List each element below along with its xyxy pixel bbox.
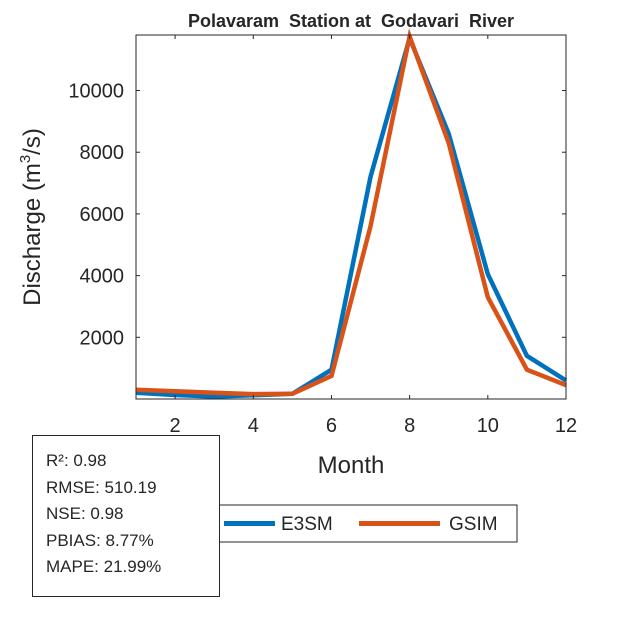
y-axis-label-sup: 3 [17, 155, 34, 163]
x-axis-label: Month [318, 452, 385, 479]
plot-area-frame [135, 34, 567, 400]
y-tick-label: 8000 [80, 142, 125, 164]
y-tick-label: 6000 [80, 204, 125, 226]
x-tick-label: 10 [477, 415, 499, 437]
chart-title: Polavaram Station at Godavari River [188, 11, 514, 31]
plot-lines [135, 28, 568, 399]
legend-label-e3sm: E3SM [281, 514, 333, 535]
series-line-e3sm [135, 31, 568, 399]
x-tick-label: 4 [248, 415, 259, 437]
x-tick-label: 12 [555, 415, 577, 437]
y-tick-label: 2000 [80, 327, 125, 349]
stat-rmse: RMSE: 510.19 [46, 477, 157, 497]
axis-ticks: 2 4 6 8 10 12 2000 4000 6000 8000 10000 [68, 35, 577, 437]
y-axis-label: Discharge (m3/s) [17, 128, 46, 306]
series-line-gsim [135, 28, 567, 397]
statistics-box: R²: 0.98 RMSE: 510.19 NSE: 0.98 PBIAS: 8… [32, 435, 220, 597]
y-axis-label-end: /s) [19, 128, 46, 155]
stat-mape: MAPE: 21.99% [46, 557, 162, 576]
stat-pbias: PBIAS: 8.77% [46, 530, 154, 550]
legend-label-gsim: GSIM [449, 514, 498, 535]
stat-r2: R²: 0.98 [46, 451, 107, 470]
y-tick-label: 10000 [68, 81, 124, 103]
x-tick-label: 6 [326, 415, 337, 437]
y-axis-label-main: Discharge (m [19, 163, 46, 306]
x-tick-label: 8 [404, 415, 415, 437]
stat-nse: NSE: 0.98 [46, 504, 124, 523]
x-tick-label: 2 [170, 415, 181, 437]
y-tick-label: 4000 [80, 266, 125, 288]
legend: E3SM GSIM [209, 504, 518, 543]
